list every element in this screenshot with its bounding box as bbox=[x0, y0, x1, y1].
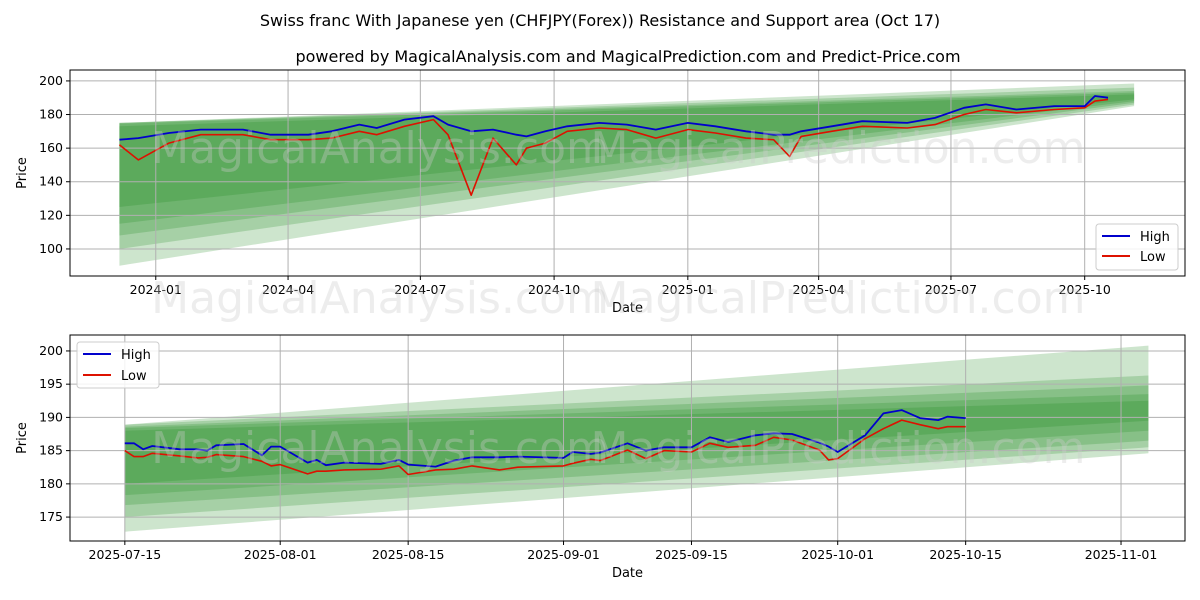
y-axis-label: Price bbox=[15, 157, 30, 189]
x-tick-label: 2025-01 bbox=[662, 282, 714, 297]
y-tick-label: 180 bbox=[39, 107, 63, 122]
watermark-text: MagicalPrediction.com bbox=[591, 273, 1086, 324]
x-tick-label: 2025-10-15 bbox=[929, 547, 1002, 562]
low-price-line bbox=[118, 98, 1109, 196]
x-axis-label: Date bbox=[612, 301, 643, 316]
x-tick-label: 2024-10 bbox=[528, 282, 580, 297]
y-tick-label: 175 bbox=[39, 509, 63, 524]
x-axis-label: Date bbox=[612, 566, 643, 581]
x-tick-label: 2025-07 bbox=[925, 282, 977, 297]
y-tick-label: 100 bbox=[39, 241, 63, 256]
plot-frame bbox=[69, 334, 1186, 542]
x-tick-label: 2025-07-15 bbox=[89, 547, 162, 562]
y-tick-label: 200 bbox=[39, 73, 63, 88]
x-tick-label: 2025-09-01 bbox=[527, 547, 600, 562]
x-tick-label: 2024-04 bbox=[262, 282, 314, 297]
x-tick-label: 2025-11-01 bbox=[1085, 547, 1158, 562]
legend-high-label: High bbox=[1140, 230, 1170, 245]
watermark-text: MagicalAnalysis.com bbox=[151, 273, 609, 324]
y-tick-label: 180 bbox=[39, 476, 63, 491]
legend-high-label: High bbox=[121, 348, 151, 363]
figure-subtitle: powered by MagicalAnalysis.com and Magic… bbox=[295, 47, 960, 66]
x-tick-label: 2025-10 bbox=[1059, 282, 1111, 297]
y-tick-label: 140 bbox=[39, 174, 63, 189]
top-legend: High Low bbox=[1095, 223, 1179, 271]
y-tick-label: 190 bbox=[39, 409, 63, 424]
y-tick-label: 160 bbox=[39, 140, 63, 155]
x-tick-label: 2024-01 bbox=[130, 282, 182, 297]
top-chart-panel: 100 120 140 160 180 200 2024-01 2024-04 2024-07 2… bbox=[15, 69, 1186, 316]
x-tick-label: 2025-10-01 bbox=[801, 547, 874, 562]
watermark-text: MagicalPrediction.com bbox=[591, 423, 1086, 474]
y-tick-label: 120 bbox=[39, 207, 63, 222]
y-tick-label: 200 bbox=[39, 343, 63, 358]
legend-low-label: Low bbox=[121, 369, 147, 384]
band-layer bbox=[124, 385, 1149, 506]
watermark-text: MagicalAnalysis.com bbox=[151, 423, 609, 474]
high-price-line bbox=[124, 409, 966, 468]
x-tick-label: 2025-08-15 bbox=[372, 547, 445, 562]
x-tick-label: 2025-09-15 bbox=[655, 547, 728, 562]
watermark-text: MagicalAnalysis.com bbox=[151, 123, 609, 174]
band-layer bbox=[124, 345, 1149, 532]
x-tick-label: 2024-07 bbox=[394, 282, 446, 297]
bottom-legend: High Low bbox=[76, 341, 160, 389]
x-tick-label: 2025-08-01 bbox=[244, 547, 317, 562]
y-tick-label: 185 bbox=[39, 443, 63, 458]
y-axis-label: Price bbox=[15, 422, 30, 454]
low-price-line bbox=[124, 419, 966, 476]
band-layer bbox=[119, 92, 1135, 224]
figure-title: Swiss franc With Japanese yen (CHFJPY(Fo… bbox=[260, 11, 940, 30]
watermark-text: MagicalPrediction.com bbox=[591, 123, 1086, 174]
high-price-line bbox=[119, 95, 1109, 141]
legend-low-label: Low bbox=[1140, 250, 1166, 265]
y-tick-label: 195 bbox=[39, 376, 63, 391]
x-tick-label: 2025-04 bbox=[793, 282, 845, 297]
plot-frame bbox=[69, 69, 1186, 277]
band-layer bbox=[119, 83, 1135, 266]
bottom-chart-panel: 175 180 185 190 195 200 2025-07-15 2025-08-01 20… bbox=[15, 334, 1186, 581]
